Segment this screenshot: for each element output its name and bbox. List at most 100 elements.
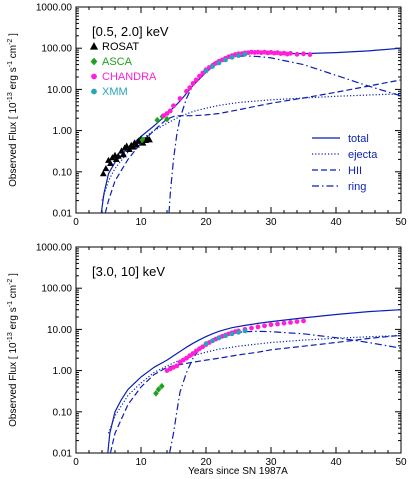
y-tick-label: 10.00 xyxy=(47,85,72,96)
chandra-point xyxy=(193,77,199,83)
xmm-point xyxy=(236,329,241,335)
chandra-point xyxy=(307,52,313,57)
plot-frame-bottom xyxy=(75,246,402,454)
x-axis-label: Years since SN 1987A xyxy=(188,466,288,477)
chandra-point xyxy=(249,325,254,331)
xmm-point xyxy=(216,335,222,341)
y-axis-label-top: Observed Flux [ 10-13 erg s-1 cm-2 ] xyxy=(7,33,19,187)
chandra-point xyxy=(190,80,196,86)
rosat-point xyxy=(99,170,107,177)
model-curves-bottom xyxy=(107,309,401,453)
xmm-point xyxy=(203,68,209,74)
chandra-point xyxy=(281,320,287,326)
y-tick-label: 1.00 xyxy=(53,366,73,377)
asca-point xyxy=(164,115,170,123)
rosat-point xyxy=(120,151,127,158)
xmm-point xyxy=(210,64,215,69)
chandra-point xyxy=(187,85,193,91)
chandra-point xyxy=(174,363,180,369)
chandra-point xyxy=(184,355,189,361)
xmm-legend-marker xyxy=(91,88,97,95)
observed-points-bottom xyxy=(153,318,306,397)
chandra-point xyxy=(294,51,300,57)
x-tick-label: 20 xyxy=(200,457,212,468)
y-tick-label: 0.10 xyxy=(53,167,73,178)
xmm-point xyxy=(229,54,235,60)
y-tick-label: 0.10 xyxy=(53,407,73,418)
legend-xmm: XMM xyxy=(102,86,128,98)
chandra-point xyxy=(197,73,202,79)
series-ring-line xyxy=(169,330,401,453)
plot-frame-top xyxy=(75,6,402,214)
legend-rosat: ROSAT xyxy=(102,41,139,53)
model-legend-top: total ejecta HII ring xyxy=(312,133,378,193)
x-tick-label: 50 xyxy=(395,217,407,228)
rosat-point xyxy=(129,143,137,150)
chandra-point xyxy=(184,88,189,94)
ticks-top: 0 10 20 30 40 50 0.01 0.10 1.00 10.00 100.00 1000.0… xyxy=(36,3,407,229)
observation-legend-top: ROSAT ASCA CHANDRA XMM xyxy=(89,41,157,98)
asca-point xyxy=(139,136,146,143)
xmm-point xyxy=(236,53,241,59)
chandra-point xyxy=(288,319,293,325)
legend-hii: HII xyxy=(348,165,362,177)
rosat-point xyxy=(112,155,120,162)
asca-point xyxy=(153,390,159,397)
x-tick-label: 10 xyxy=(135,457,147,468)
xmm-point xyxy=(223,57,228,63)
legend-ejecta: ejecta xyxy=(348,149,378,161)
xmm-point xyxy=(242,328,248,334)
chandra-point xyxy=(288,50,293,56)
xmm-point xyxy=(229,331,235,337)
chandra-point xyxy=(164,111,170,116)
observed-points-top xyxy=(99,49,313,177)
y-tick-label: 100.00 xyxy=(41,44,72,55)
x-tick-label: 0 xyxy=(73,457,79,468)
xmm-point xyxy=(203,341,209,347)
chandra-point xyxy=(171,103,176,109)
rosat-point xyxy=(133,141,140,148)
series-hii-line xyxy=(104,79,401,213)
chandra-point xyxy=(275,321,280,327)
asca-point xyxy=(159,382,165,390)
legend-ring: ring xyxy=(348,181,366,193)
chandra-point xyxy=(190,351,196,356)
asca-point xyxy=(155,386,162,393)
y-tick-label: 1000.00 xyxy=(36,243,73,254)
rosat-legend-marker xyxy=(89,42,99,50)
series-ejecta-line xyxy=(107,334,401,434)
asca-point xyxy=(154,116,161,124)
series-hii-line xyxy=(109,334,401,453)
chandra-point xyxy=(255,324,261,330)
y-tick-label: 0.01 xyxy=(53,209,73,220)
panel-label-top: [0.5, 2.0] keV xyxy=(92,24,169,39)
rosat-point xyxy=(102,164,110,172)
y-tick-label: 1000.00 xyxy=(36,3,73,14)
x-tick-label: 30 xyxy=(265,217,277,228)
ticks-bottom: 0 10 20 30 40 50 0.01 0.10 1.00 10.00 100.00 1000.0… xyxy=(36,243,407,469)
x-tick-label: 20 xyxy=(200,217,212,228)
panel-top: 0 10 20 30 40 50 0.01 0.10 1.00 10.00 100.00 1000.0… xyxy=(7,3,407,229)
xmm-point xyxy=(210,338,215,344)
xmm-point xyxy=(223,333,228,339)
chandra-point xyxy=(301,318,306,324)
x-tick-label: 30 xyxy=(265,457,277,468)
x-tick-label: 50 xyxy=(395,457,407,468)
rosat-point xyxy=(107,159,114,166)
rosat-point xyxy=(146,136,153,143)
rosat-point xyxy=(114,152,122,159)
chandra-point xyxy=(294,319,300,324)
chandra-point xyxy=(167,108,173,114)
series-ejecta-line xyxy=(101,93,401,201)
x-tick-label: 0 xyxy=(73,217,79,228)
legend-asca: ASCA xyxy=(102,56,133,68)
xmm-point xyxy=(216,60,222,66)
chandra-point xyxy=(177,96,183,101)
legend-chandra: CHANDRA xyxy=(102,71,157,83)
legend-total: total xyxy=(348,133,369,145)
chandra-point xyxy=(268,322,274,328)
y-tick-label: 1.00 xyxy=(53,126,73,137)
chandra-legend-marker xyxy=(91,73,97,80)
y-tick-label: 10.00 xyxy=(47,325,72,336)
